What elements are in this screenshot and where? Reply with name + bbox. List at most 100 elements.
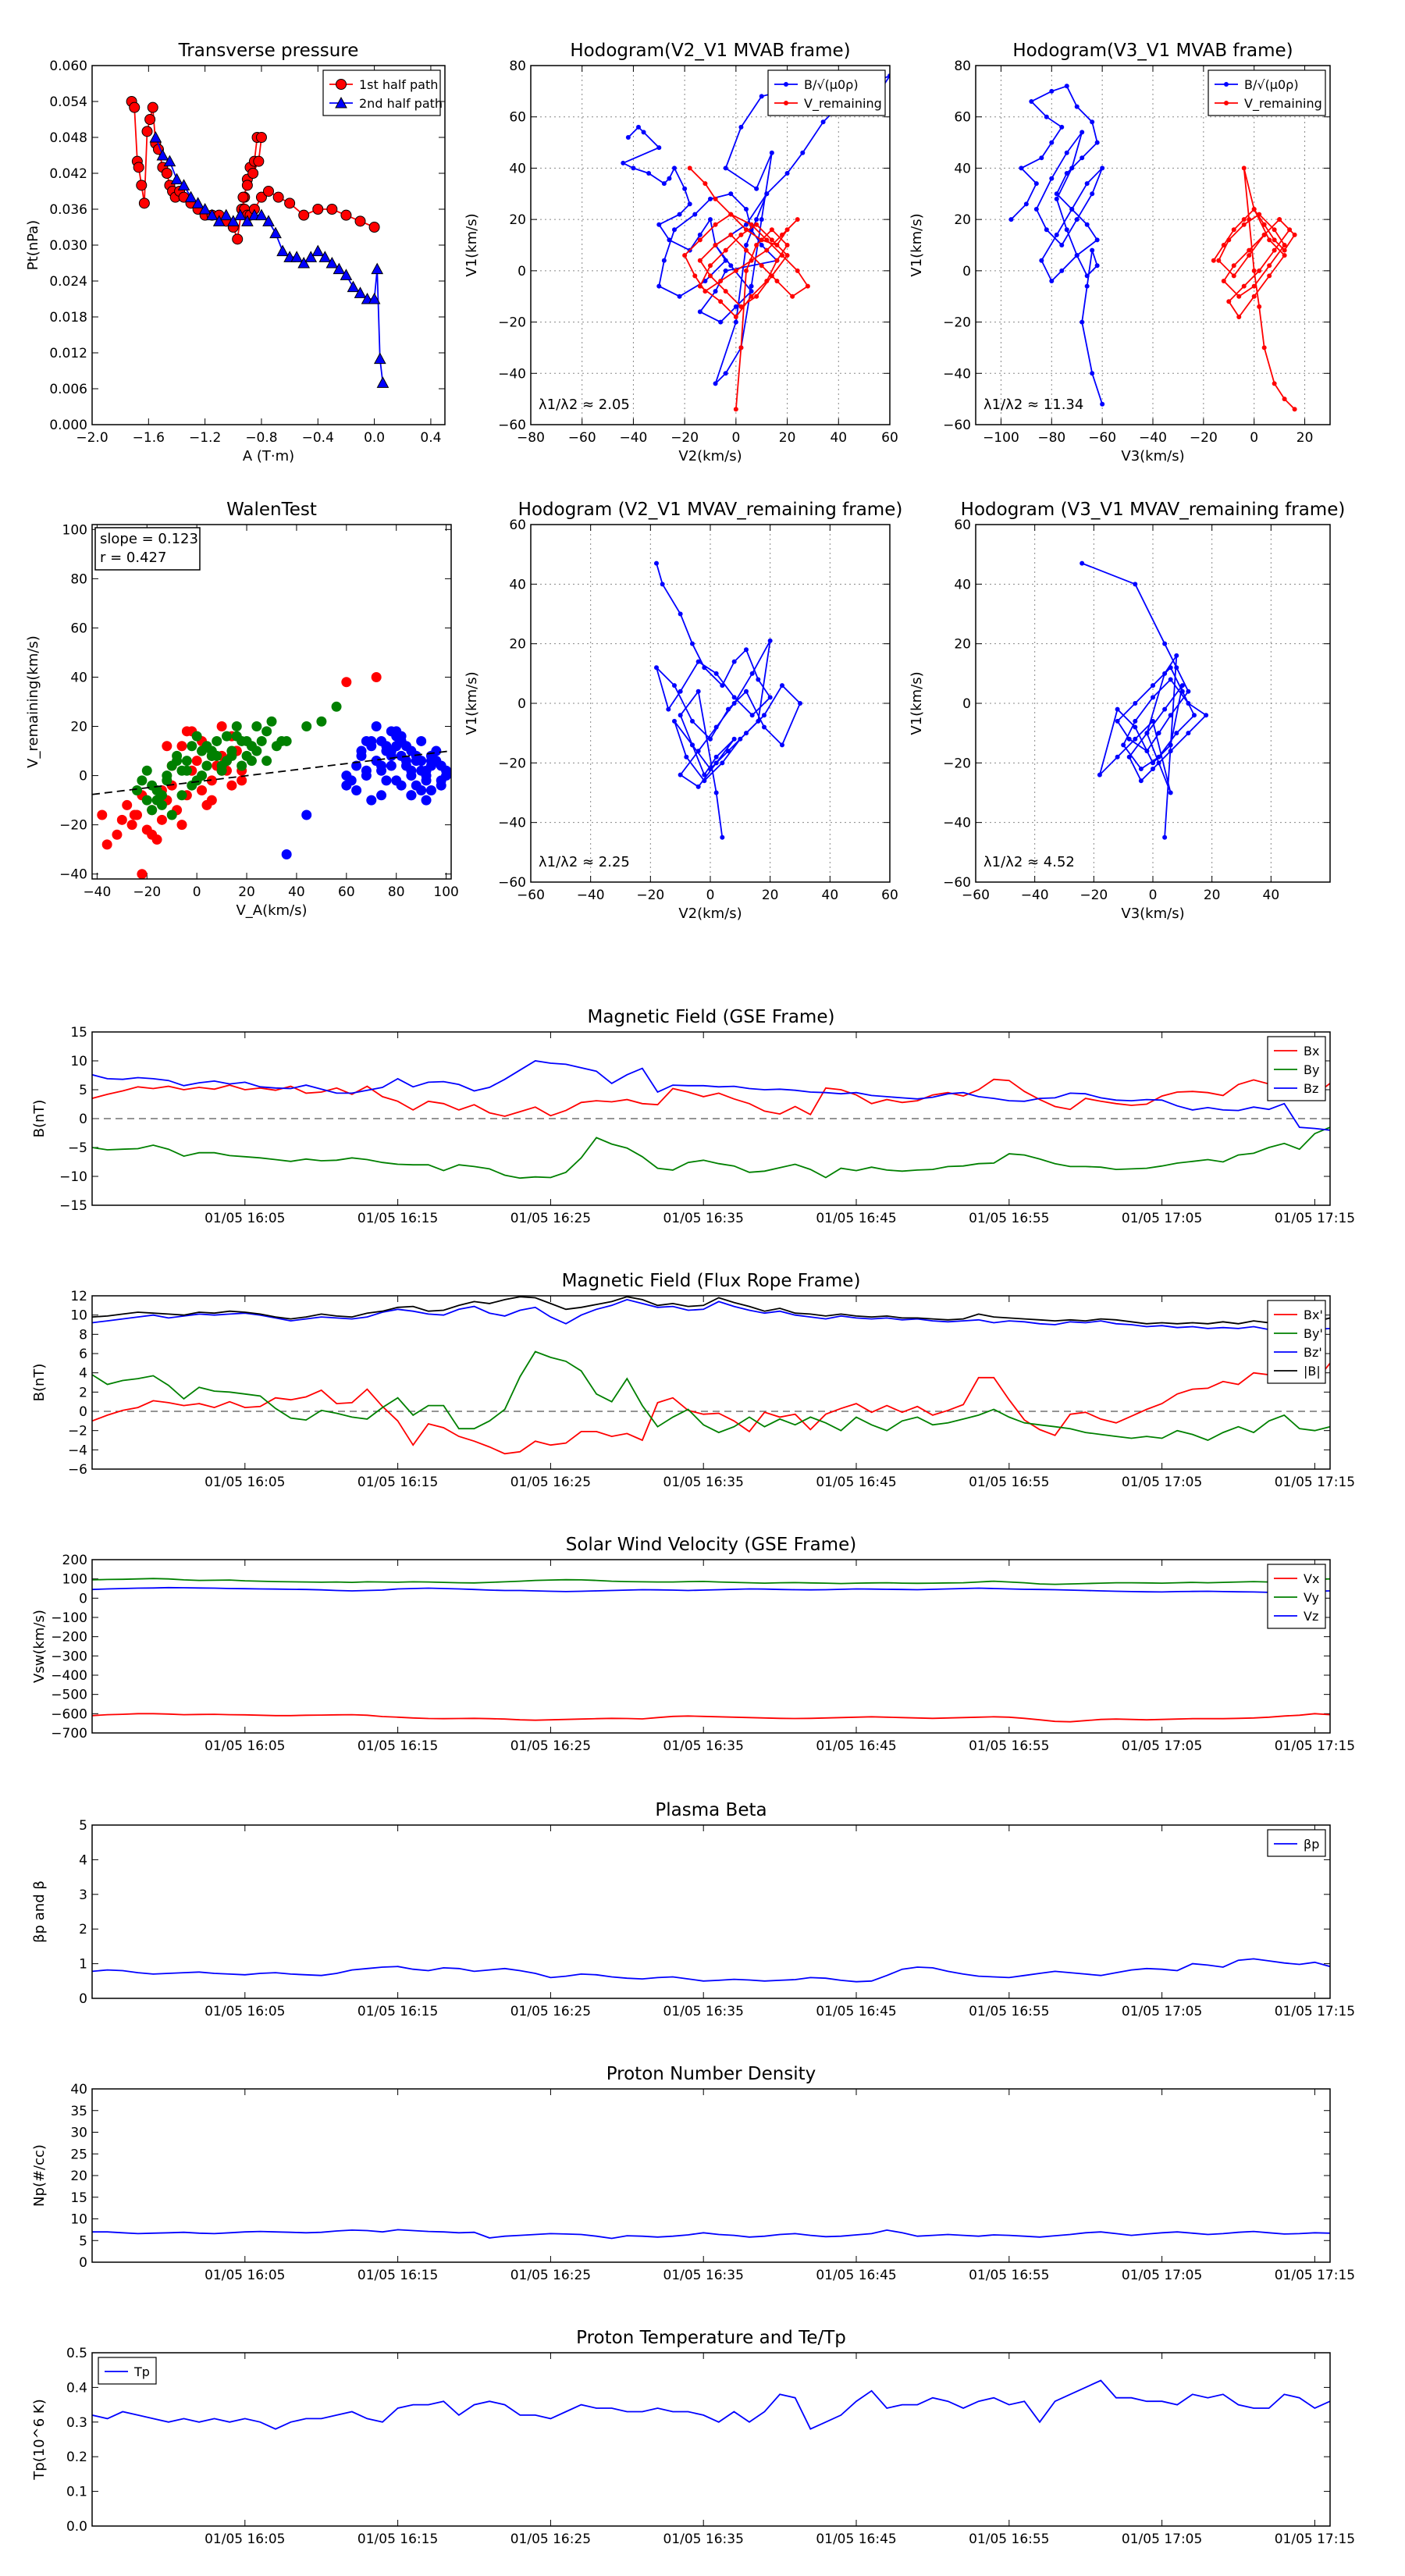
chart-h4: Hodogram (V3_V1 MVAV_remaining frame) −60… xyxy=(909,500,1345,922)
x-tick-label: −20 xyxy=(636,888,664,903)
series-βp xyxy=(92,1958,1330,1983)
data-point xyxy=(191,756,202,767)
data-point xyxy=(672,227,677,233)
data-point xyxy=(733,407,738,412)
data-point xyxy=(116,814,127,825)
data-point xyxy=(1241,283,1247,289)
data-point xyxy=(122,799,133,810)
data-point xyxy=(762,724,767,730)
data-point xyxy=(1064,150,1069,155)
y-tick-label: 30 xyxy=(70,2126,87,2141)
data-point xyxy=(147,805,158,816)
chart-ts3: Solar Wind Velocity (GSE Frame) 01/05 16:… xyxy=(31,1535,1355,1754)
y-tick-label: 10 xyxy=(70,1308,87,1324)
x-tick-label: 60 xyxy=(881,430,898,446)
x-tick-label: 40 xyxy=(288,884,305,900)
data-point xyxy=(738,124,744,130)
data-point xyxy=(177,179,190,190)
y-tick-label: 200 xyxy=(62,1553,87,1568)
chart-h1: Hodogram(V2_V1 MVAB frame)−80 −60 −40 −20 0 2… xyxy=(464,41,898,464)
data-point xyxy=(1069,165,1075,171)
data-point xyxy=(744,243,749,247)
data-point xyxy=(1257,212,1262,217)
y-tick-label: 3 xyxy=(79,1888,87,1903)
data-point xyxy=(191,731,202,742)
data-point xyxy=(1174,653,1179,658)
x-tick-label: −20 xyxy=(1080,888,1108,903)
data-point xyxy=(226,750,237,761)
data-point xyxy=(284,197,296,209)
x-tick-label: 0 xyxy=(731,430,740,446)
x-tick-label: 01/05 16:45 xyxy=(816,2532,896,2547)
data-point xyxy=(744,647,749,653)
data-point xyxy=(1247,253,1252,258)
series-line xyxy=(92,1713,1330,1723)
data-point xyxy=(149,130,162,143)
data-point xyxy=(1049,88,1055,94)
x-tick-label: 20 xyxy=(238,884,255,900)
data-point xyxy=(723,289,728,294)
x-tick-label: 100 xyxy=(433,884,458,900)
data-point xyxy=(1247,247,1252,253)
data-point xyxy=(795,217,800,222)
data-point xyxy=(780,683,784,688)
data-point xyxy=(687,201,692,207)
series-line xyxy=(92,1578,1330,1585)
plot-area xyxy=(654,560,802,840)
legend-marker xyxy=(784,101,788,105)
series-line xyxy=(655,563,802,838)
data-point xyxy=(661,258,667,263)
data-point xyxy=(733,319,738,325)
data-point xyxy=(764,247,770,253)
data-point xyxy=(1033,207,1039,212)
data-point xyxy=(1241,222,1247,227)
data-point xyxy=(1029,99,1034,104)
chart-title: Proton Number Density xyxy=(606,2064,816,2084)
data-point xyxy=(251,745,262,756)
data-point xyxy=(702,778,707,784)
y-tick-label: 0 xyxy=(79,1112,87,1127)
y-tick-label: 8 xyxy=(79,1327,87,1343)
y-tick-label: 0.3 xyxy=(66,2415,87,2431)
data-point xyxy=(656,145,662,151)
plot-frame xyxy=(91,1824,1331,1999)
plot-frame xyxy=(530,65,891,425)
x-tick-label: 01/05 16:05 xyxy=(205,2004,285,2019)
data-point xyxy=(151,785,162,795)
data-point xyxy=(713,754,719,760)
series-line xyxy=(92,1586,1330,1594)
y-tick-label: 4 xyxy=(79,1366,87,1382)
data-point xyxy=(172,756,183,767)
x-tick-label: 01/05 17:05 xyxy=(1122,2532,1202,2547)
data-point xyxy=(684,754,689,760)
data-point xyxy=(237,775,247,786)
x-tick-label: 20 xyxy=(1297,430,1314,446)
legend-label: Vx xyxy=(1304,1571,1319,1586)
x-tick-label: −60 xyxy=(517,888,545,903)
data-point xyxy=(1261,222,1267,227)
data-point xyxy=(241,180,253,191)
y-tick-label: 0 xyxy=(79,1591,87,1606)
data-point xyxy=(1179,688,1185,694)
data-point xyxy=(216,760,227,771)
data-point xyxy=(251,721,262,732)
data-point xyxy=(641,130,646,135)
data-point xyxy=(733,304,738,309)
data-point xyxy=(1277,217,1282,222)
series-Vx xyxy=(92,1713,1330,1723)
legend-label: By xyxy=(1304,1062,1319,1077)
data-point xyxy=(276,244,289,257)
data-point xyxy=(713,724,719,730)
annotation: λ1/λ2 ≈ 2.25 xyxy=(539,854,630,870)
data-point xyxy=(678,611,683,617)
y-axis-label: V1(km/s) xyxy=(464,213,480,276)
data-point xyxy=(720,834,725,840)
legend-box xyxy=(1267,1564,1326,1629)
x-tick-label: 01/05 16:35 xyxy=(663,2268,744,2283)
chart-pt: Transverse pressure −2.0 −1.6 −1.2 −0.8 −0.4 0… xyxy=(25,41,446,464)
chart-title: Proton Temperature and Te/Tp xyxy=(576,2328,846,2348)
data-point xyxy=(197,785,208,795)
data-point xyxy=(1059,243,1065,247)
data-point xyxy=(1049,279,1055,283)
